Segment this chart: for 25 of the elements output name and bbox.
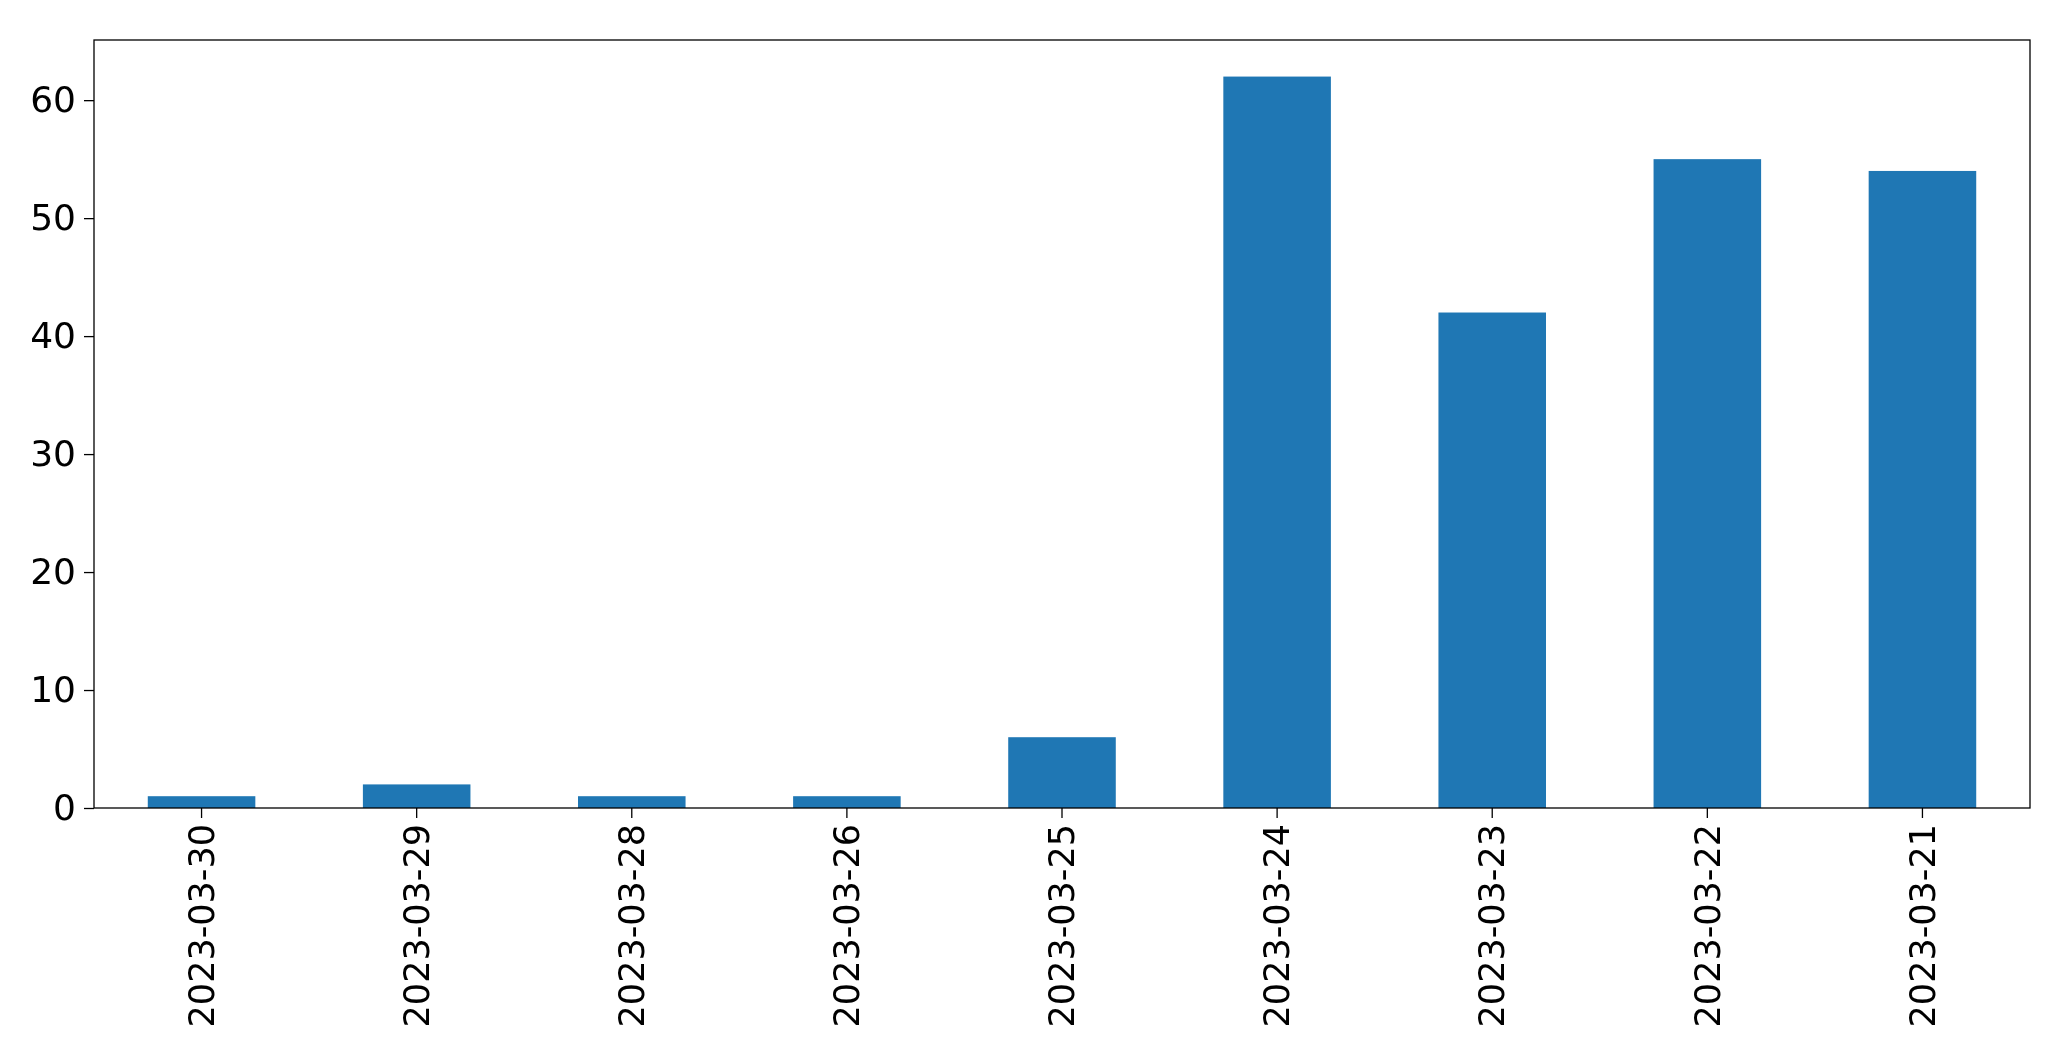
y-tick-label: 50 — [30, 197, 76, 239]
bar — [578, 796, 686, 808]
x-tick-label: 2023-03-23 — [1472, 824, 1513, 1028]
y-tick-label: 40 — [30, 315, 76, 357]
y-tick-label: 0 — [53, 787, 76, 829]
x-tick-label: 2023-03-22 — [1687, 824, 1728, 1028]
x-tick-label: 2023-03-26 — [827, 824, 868, 1028]
y-tick-label: 20 — [30, 551, 76, 593]
x-tick-label: 2023-03-28 — [612, 824, 653, 1028]
bar — [1008, 737, 1116, 808]
x-tick-label: 2023-03-30 — [181, 824, 222, 1028]
bar — [793, 796, 901, 808]
bar — [1438, 312, 1546, 808]
x-tick-label: 2023-03-25 — [1042, 824, 1083, 1028]
bar — [1223, 76, 1331, 808]
x-tick-label: 2023-03-24 — [1257, 824, 1298, 1028]
x-tick-label: 2023-03-29 — [396, 824, 437, 1028]
y-tick-label: 30 — [30, 433, 76, 475]
bar — [1653, 159, 1762, 808]
y-tick-label: 60 — [30, 79, 76, 121]
y-tick-label: 10 — [30, 669, 76, 711]
x-tick-label: 2023-03-21 — [1902, 824, 1943, 1028]
bar — [362, 784, 471, 808]
bar — [1868, 170, 1977, 808]
bar — [147, 796, 256, 808]
